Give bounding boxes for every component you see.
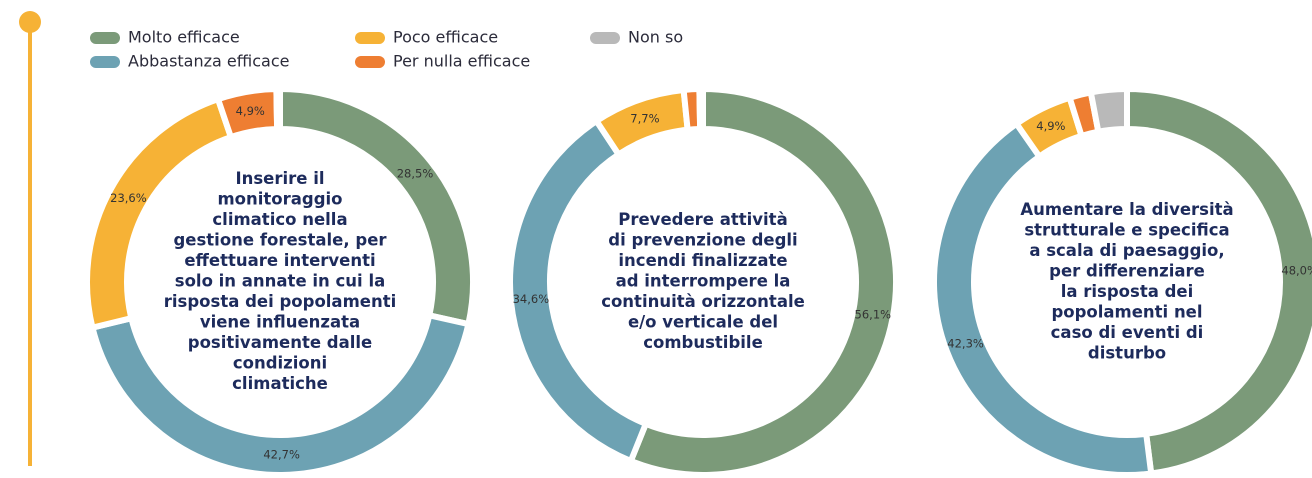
donut-segment (88, 311, 472, 478)
donut-segment (931, 119, 1155, 478)
value-label: 48,0% (1281, 264, 1312, 278)
center-title: viene influenzata (200, 313, 360, 332)
center-title: incendi finalizzate (618, 251, 787, 270)
value-label: 28,5% (397, 166, 434, 180)
legend-label: Poco efficace (393, 28, 498, 47)
center-title: caso di eventi di (1051, 323, 1204, 342)
value-label: 23,6% (110, 191, 147, 205)
center-title: di prevenzione degli (608, 231, 797, 250)
legend-label: Non so (628, 28, 683, 47)
center-title: Aumentare la diversità (1020, 200, 1233, 219)
center-title: Inserire il (235, 169, 324, 188)
legend-swatch (355, 32, 385, 44)
donut-segment (1087, 85, 1130, 136)
center-title: effettuare interventi (184, 251, 375, 270)
value-label: 42,3% (947, 337, 984, 351)
side-dot (19, 11, 41, 33)
center-title: climatiche (232, 374, 328, 393)
center-title: Prevedere attività (618, 210, 787, 229)
donut-segment (696, 85, 706, 133)
legend-label: Molto efficace (128, 28, 240, 47)
value-label: 7,7% (630, 112, 659, 126)
center-title: positivamente dalle (188, 333, 372, 352)
value-label: 42,7% (263, 447, 300, 461)
center-title: ad interrompere la (616, 272, 791, 291)
legend-swatch (590, 32, 620, 44)
legend-swatch (90, 56, 120, 68)
center-title: continuità orizzontale (601, 292, 805, 311)
center-title: strutturale e specifica (1024, 220, 1229, 239)
center-title: per differenziare (1049, 261, 1205, 280)
center-title: gestione forestale, per (173, 231, 387, 250)
center-title: climatico nella (212, 210, 347, 229)
center-title: condizioni (233, 354, 327, 373)
center-title: a scala di paesaggio, (1029, 241, 1224, 260)
value-label: 56,1% (855, 307, 892, 321)
center-title: risposta dei popolamenti (164, 292, 397, 311)
value-label: 4,9% (1036, 119, 1065, 133)
legend-label: Per nulla efficace (393, 52, 530, 71)
value-label: 34,6% (513, 292, 550, 306)
legend-swatch (355, 56, 385, 68)
value-label: 4,9% (236, 104, 265, 118)
donut-segment (626, 85, 899, 478)
center-title: popolamenti nel (1051, 302, 1202, 321)
center-title: monitoraggio (217, 190, 342, 209)
center-title: disturbo (1088, 343, 1166, 362)
donut-segment (273, 85, 283, 133)
center-title: la risposta dei (1061, 282, 1194, 301)
donut-segment (1124, 85, 1312, 477)
legend-swatch (90, 32, 120, 44)
center-title: e/o verticale del (628, 313, 778, 332)
center-title: combustibile (643, 333, 763, 352)
center-title: solo in annate in cui la (175, 272, 386, 291)
legend-label: Abbastanza efficace (128, 52, 289, 71)
